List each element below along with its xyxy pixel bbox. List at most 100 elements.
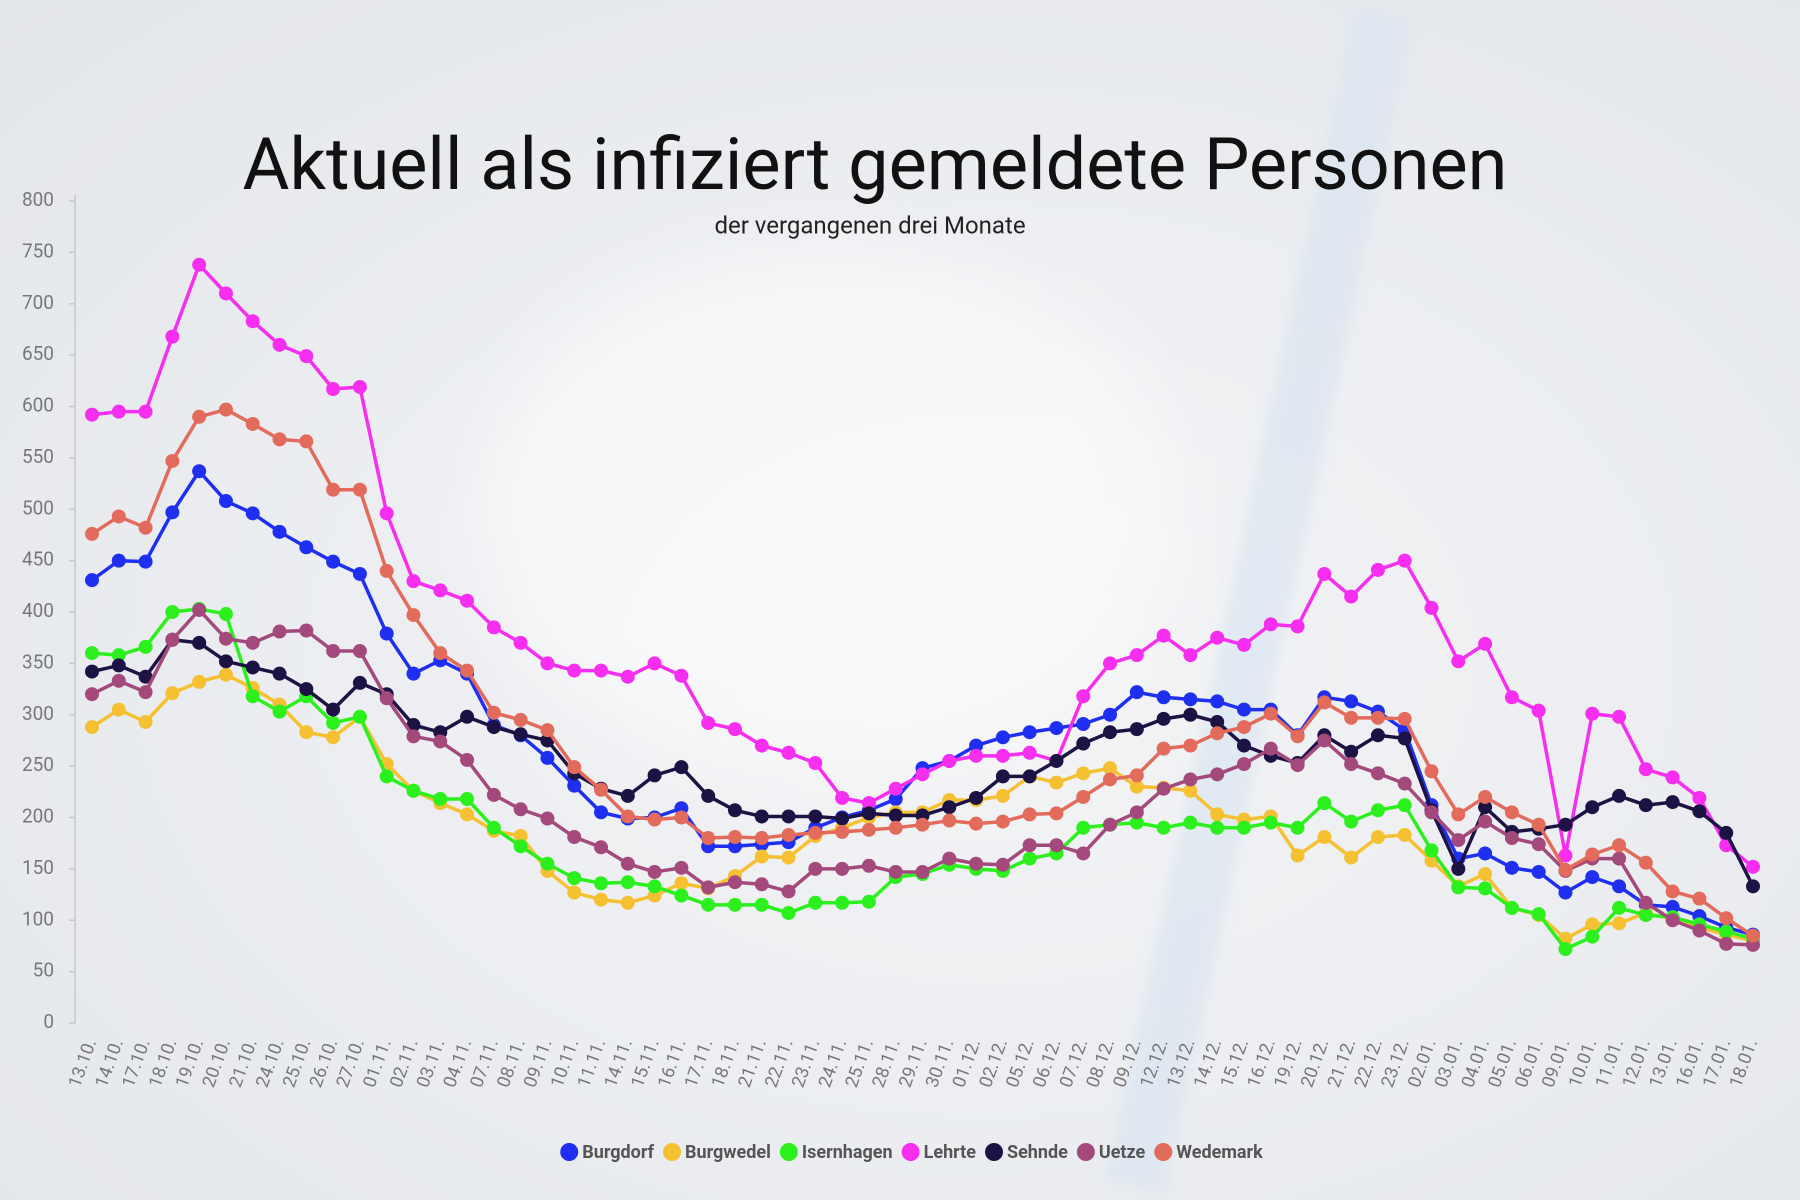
- data-point: [433, 792, 448, 807]
- y-tick-label: 450: [22, 548, 54, 571]
- data-point: [1585, 800, 1600, 815]
- data-point: [1692, 923, 1707, 938]
- data-point: [1397, 798, 1412, 813]
- data-point: [1129, 722, 1144, 737]
- data-point: [352, 566, 367, 581]
- data-point: [781, 809, 796, 824]
- data-point: [594, 782, 609, 797]
- data-point: [326, 482, 341, 497]
- data-point: [781, 850, 796, 865]
- data-point: [1129, 779, 1144, 794]
- data-point: [326, 644, 341, 659]
- data-point: [165, 686, 180, 701]
- data-point: [272, 704, 287, 719]
- data-point: [540, 656, 555, 671]
- data-point: [969, 856, 984, 871]
- data-point: [460, 807, 475, 822]
- data-point: [701, 831, 716, 846]
- data-point: [1236, 720, 1251, 735]
- data-point: [1344, 850, 1359, 865]
- data-point: [567, 663, 582, 678]
- data-point: [85, 687, 99, 702]
- data-point: [486, 620, 501, 635]
- data-point: [1558, 885, 1573, 900]
- data-point: [1290, 848, 1305, 863]
- data-point: [299, 540, 314, 555]
- data-point: [1263, 741, 1278, 756]
- data-point: [245, 660, 260, 675]
- y-tick-label: 800: [22, 188, 54, 211]
- y-tick-label: 0: [43, 1010, 54, 1033]
- data-point: [406, 666, 421, 681]
- data-point: [1370, 803, 1385, 818]
- data-point: [727, 722, 742, 737]
- data-point: [486, 787, 501, 802]
- data-point: [620, 856, 635, 871]
- data-point: [1424, 843, 1439, 858]
- data-point: [1103, 656, 1118, 671]
- data-point: [1451, 654, 1466, 669]
- data-point: [1049, 806, 1064, 821]
- data-point: [85, 646, 99, 661]
- data-point: [781, 884, 796, 899]
- data-point: [299, 349, 314, 364]
- data-point: [647, 879, 662, 894]
- data-point: [861, 894, 876, 909]
- data-point: [1612, 851, 1627, 866]
- data-point: [754, 738, 769, 753]
- data-point: [1665, 913, 1680, 928]
- data-point: [1504, 900, 1519, 915]
- data-point: [138, 669, 153, 684]
- y-tick-label: 100: [22, 907, 54, 930]
- y-tick-label: 650: [22, 342, 54, 365]
- data-point: [1022, 769, 1037, 784]
- data-point: [1424, 805, 1439, 820]
- data-point: [379, 563, 394, 578]
- data-point: [567, 830, 582, 845]
- data-point: [1478, 636, 1493, 651]
- data-point: [1531, 817, 1546, 832]
- data-point: [111, 673, 126, 688]
- data-point: [299, 623, 314, 638]
- data-point: [995, 814, 1010, 829]
- data-point: [1585, 706, 1600, 721]
- data-point: [1665, 795, 1680, 810]
- data-point: [647, 812, 662, 827]
- data-point: [1558, 942, 1573, 957]
- data-point: [781, 827, 796, 842]
- data-point: [1263, 815, 1278, 830]
- data-point: [727, 875, 742, 890]
- data-point: [674, 888, 689, 903]
- data-point: [1719, 936, 1734, 951]
- data-point: [1612, 900, 1627, 915]
- data-point: [567, 885, 582, 900]
- data-point: [165, 453, 180, 468]
- data-point: [995, 730, 1010, 745]
- data-point: [567, 778, 582, 793]
- data-point: [513, 635, 528, 650]
- data-point: [1504, 831, 1519, 846]
- legend-label: Uetze: [1099, 1142, 1146, 1163]
- data-point: [245, 689, 260, 704]
- data-point: [1049, 721, 1064, 736]
- legend-swatch: [1076, 1143, 1095, 1161]
- data-point: [1183, 772, 1198, 787]
- data-point: [85, 573, 99, 588]
- data-point: [513, 839, 528, 854]
- data-point: [138, 714, 153, 729]
- data-point: [379, 506, 394, 521]
- data-point: [245, 314, 260, 329]
- data-point: [915, 767, 930, 782]
- data-point: [1076, 766, 1091, 781]
- data-point: [540, 723, 555, 738]
- data-point: [379, 691, 394, 706]
- data-point: [1263, 617, 1278, 632]
- legend-item: Sehnde: [985, 1142, 1068, 1163]
- data-point: [1210, 630, 1225, 645]
- data-point: [218, 631, 233, 646]
- legend-item: Isernhagen: [779, 1142, 893, 1163]
- data-point: [1638, 762, 1653, 777]
- data-point: [1504, 690, 1519, 705]
- y-tick-label: 400: [22, 599, 54, 622]
